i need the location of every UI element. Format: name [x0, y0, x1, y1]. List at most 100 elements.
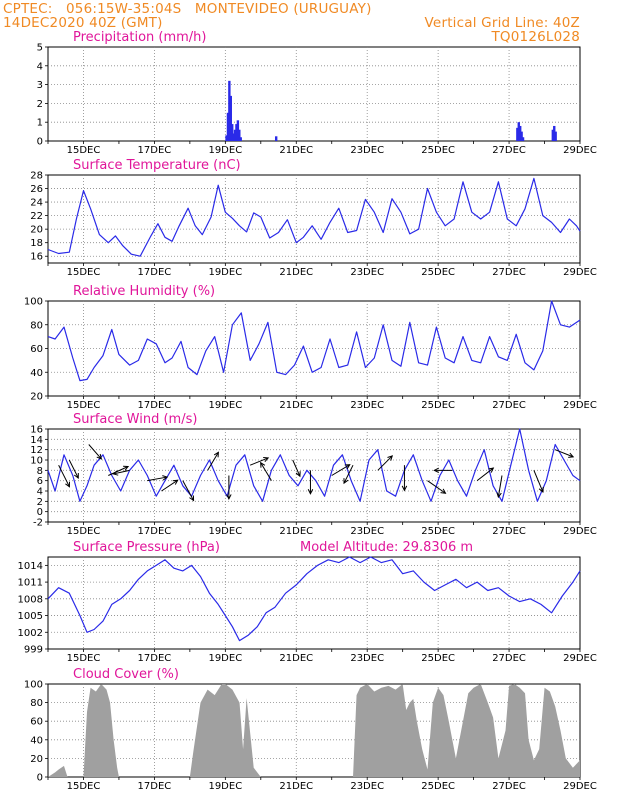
wind-arrowhead: [162, 475, 169, 481]
y-tick-label: 1008: [18, 594, 43, 605]
wind-vector: [377, 455, 393, 471]
x-tick-label: 23DEC: [350, 145, 384, 156]
y-tick-label: 1011: [18, 578, 43, 589]
x-tick-label: 15DEC: [67, 400, 101, 411]
x-tick-label: 23DEC: [350, 526, 384, 537]
wind-vector: [497, 475, 503, 498]
y-tick-label: 80: [30, 698, 43, 709]
y-tick-label: 100: [24, 297, 43, 308]
y-tick-label: 18: [30, 238, 43, 249]
precip-bar: [521, 137, 525, 141]
series-line: [47, 300, 581, 382]
x-tick-label: 23DEC: [350, 781, 384, 792]
x-tick-label: 17DEC: [138, 400, 172, 411]
y-tick-label: 14: [30, 435, 43, 446]
x-tick-label: 21DEC: [279, 267, 313, 278]
wind-vector: [207, 452, 219, 471]
wind-arrowhead: [401, 485, 408, 492]
wind-arrowhead: [172, 479, 179, 485]
y-tick-label: 6: [37, 476, 43, 487]
x-tick-label: 29DEC: [563, 145, 597, 156]
wind-vector: [182, 480, 195, 501]
y-tick-label: 60: [30, 344, 43, 355]
y-tick-label: 22: [30, 211, 43, 222]
wind-vector: [533, 470, 544, 493]
wind-vector: [58, 464, 70, 487]
x-tick-label: 23DEC: [350, 653, 384, 664]
wind-arrowhead: [488, 467, 495, 473]
wind-arrowhead: [260, 461, 266, 468]
x-tick-label: 15DEC: [67, 526, 101, 537]
wind-vector: [88, 444, 102, 460]
x-tick-label: 19DEC: [208, 526, 242, 537]
panel-frame: [47, 556, 581, 650]
panel-frame: [47, 174, 581, 264]
x-tick-label: 21DEC: [279, 653, 313, 664]
wind-arrowhead: [96, 453, 103, 460]
panel-title: Relative Humidity (%): [73, 284, 215, 299]
y-tick-label: 100: [24, 680, 43, 691]
precip-bar: [239, 137, 242, 141]
y-tick-label: 26: [30, 184, 43, 195]
panel-title: Surface Wind (m/s): [73, 412, 197, 427]
wind-arrowhead: [568, 452, 575, 458]
precip-bar: [229, 95, 232, 141]
wind-arrowhead: [295, 471, 301, 478]
precip-bar: [518, 125, 522, 141]
panel-title: Cloud Cover (%): [73, 667, 179, 682]
x-tick-label: 29DEC: [563, 267, 597, 278]
precip-bar: [226, 112, 230, 141]
cloud-cover-area: [48, 684, 580, 777]
station-header: CPTEC: 056:15W-35:04S MONTEVIDEO (URUGUA…: [3, 1, 372, 17]
x-tick-label: 17DEC: [138, 267, 172, 278]
y-tick-label: 40: [30, 368, 43, 379]
series-line: [47, 177, 581, 257]
wind-arrowhead: [213, 451, 219, 458]
precip-bar: [231, 124, 234, 141]
x-tick-label: 19DEC: [208, 653, 242, 664]
y-tick-label: 28: [30, 171, 43, 182]
y-tick-label: 0: [37, 137, 43, 148]
wind-arrowhead: [433, 467, 440, 474]
y-tick-label: 24: [30, 198, 43, 209]
panel-frame: [47, 683, 581, 778]
wind-arrowhead: [65, 481, 70, 488]
y-tick-label: 0: [37, 773, 43, 784]
precip-bar: [553, 125, 556, 141]
x-tick-label: 25DEC: [421, 267, 455, 278]
x-tick-label: 15DEC: [67, 267, 101, 278]
wind-arrowhead: [112, 470, 119, 476]
wind-vector: [427, 480, 446, 494]
precip-bar: [238, 129, 241, 141]
y-tick-label: 0: [37, 507, 43, 518]
x-tick-label: 21DEC: [279, 400, 313, 411]
y-tick-label: 8: [37, 466, 43, 477]
y-tick-label: 4: [37, 61, 43, 72]
wind-arrowhead: [538, 486, 544, 493]
x-tick-label: 27DEC: [492, 145, 526, 156]
precip-bar: [225, 135, 228, 141]
x-tick-label: 19DEC: [208, 781, 242, 792]
wind-vector: [343, 464, 354, 484]
precip-bar: [517, 122, 520, 141]
precip-bar: [520, 131, 523, 141]
wind-vector: [108, 466, 129, 476]
y-tick-label: 16: [30, 252, 43, 263]
wind-vector: [331, 464, 350, 476]
y-tick-label: 12: [30, 445, 43, 456]
y-tick-label: 1005: [18, 611, 43, 622]
x-tick-label: 25DEC: [421, 400, 455, 411]
wind-vector: [260, 462, 272, 481]
wind-arrowhead: [73, 472, 79, 479]
x-tick-label: 29DEC: [563, 781, 597, 792]
y-tick-label: 20: [30, 392, 43, 403]
x-tick-label: 25DEC: [421, 781, 455, 792]
x-tick-label: 25DEC: [421, 653, 455, 664]
y-tick-label: 16: [30, 425, 43, 436]
panel-frame: [47, 428, 581, 523]
x-tick-label: 29DEC: [563, 526, 597, 537]
x-tick-label: 25DEC: [421, 145, 455, 156]
x-tick-label: 23DEC: [350, 267, 384, 278]
precip-bar: [236, 120, 240, 141]
wind-vector: [113, 469, 130, 475]
